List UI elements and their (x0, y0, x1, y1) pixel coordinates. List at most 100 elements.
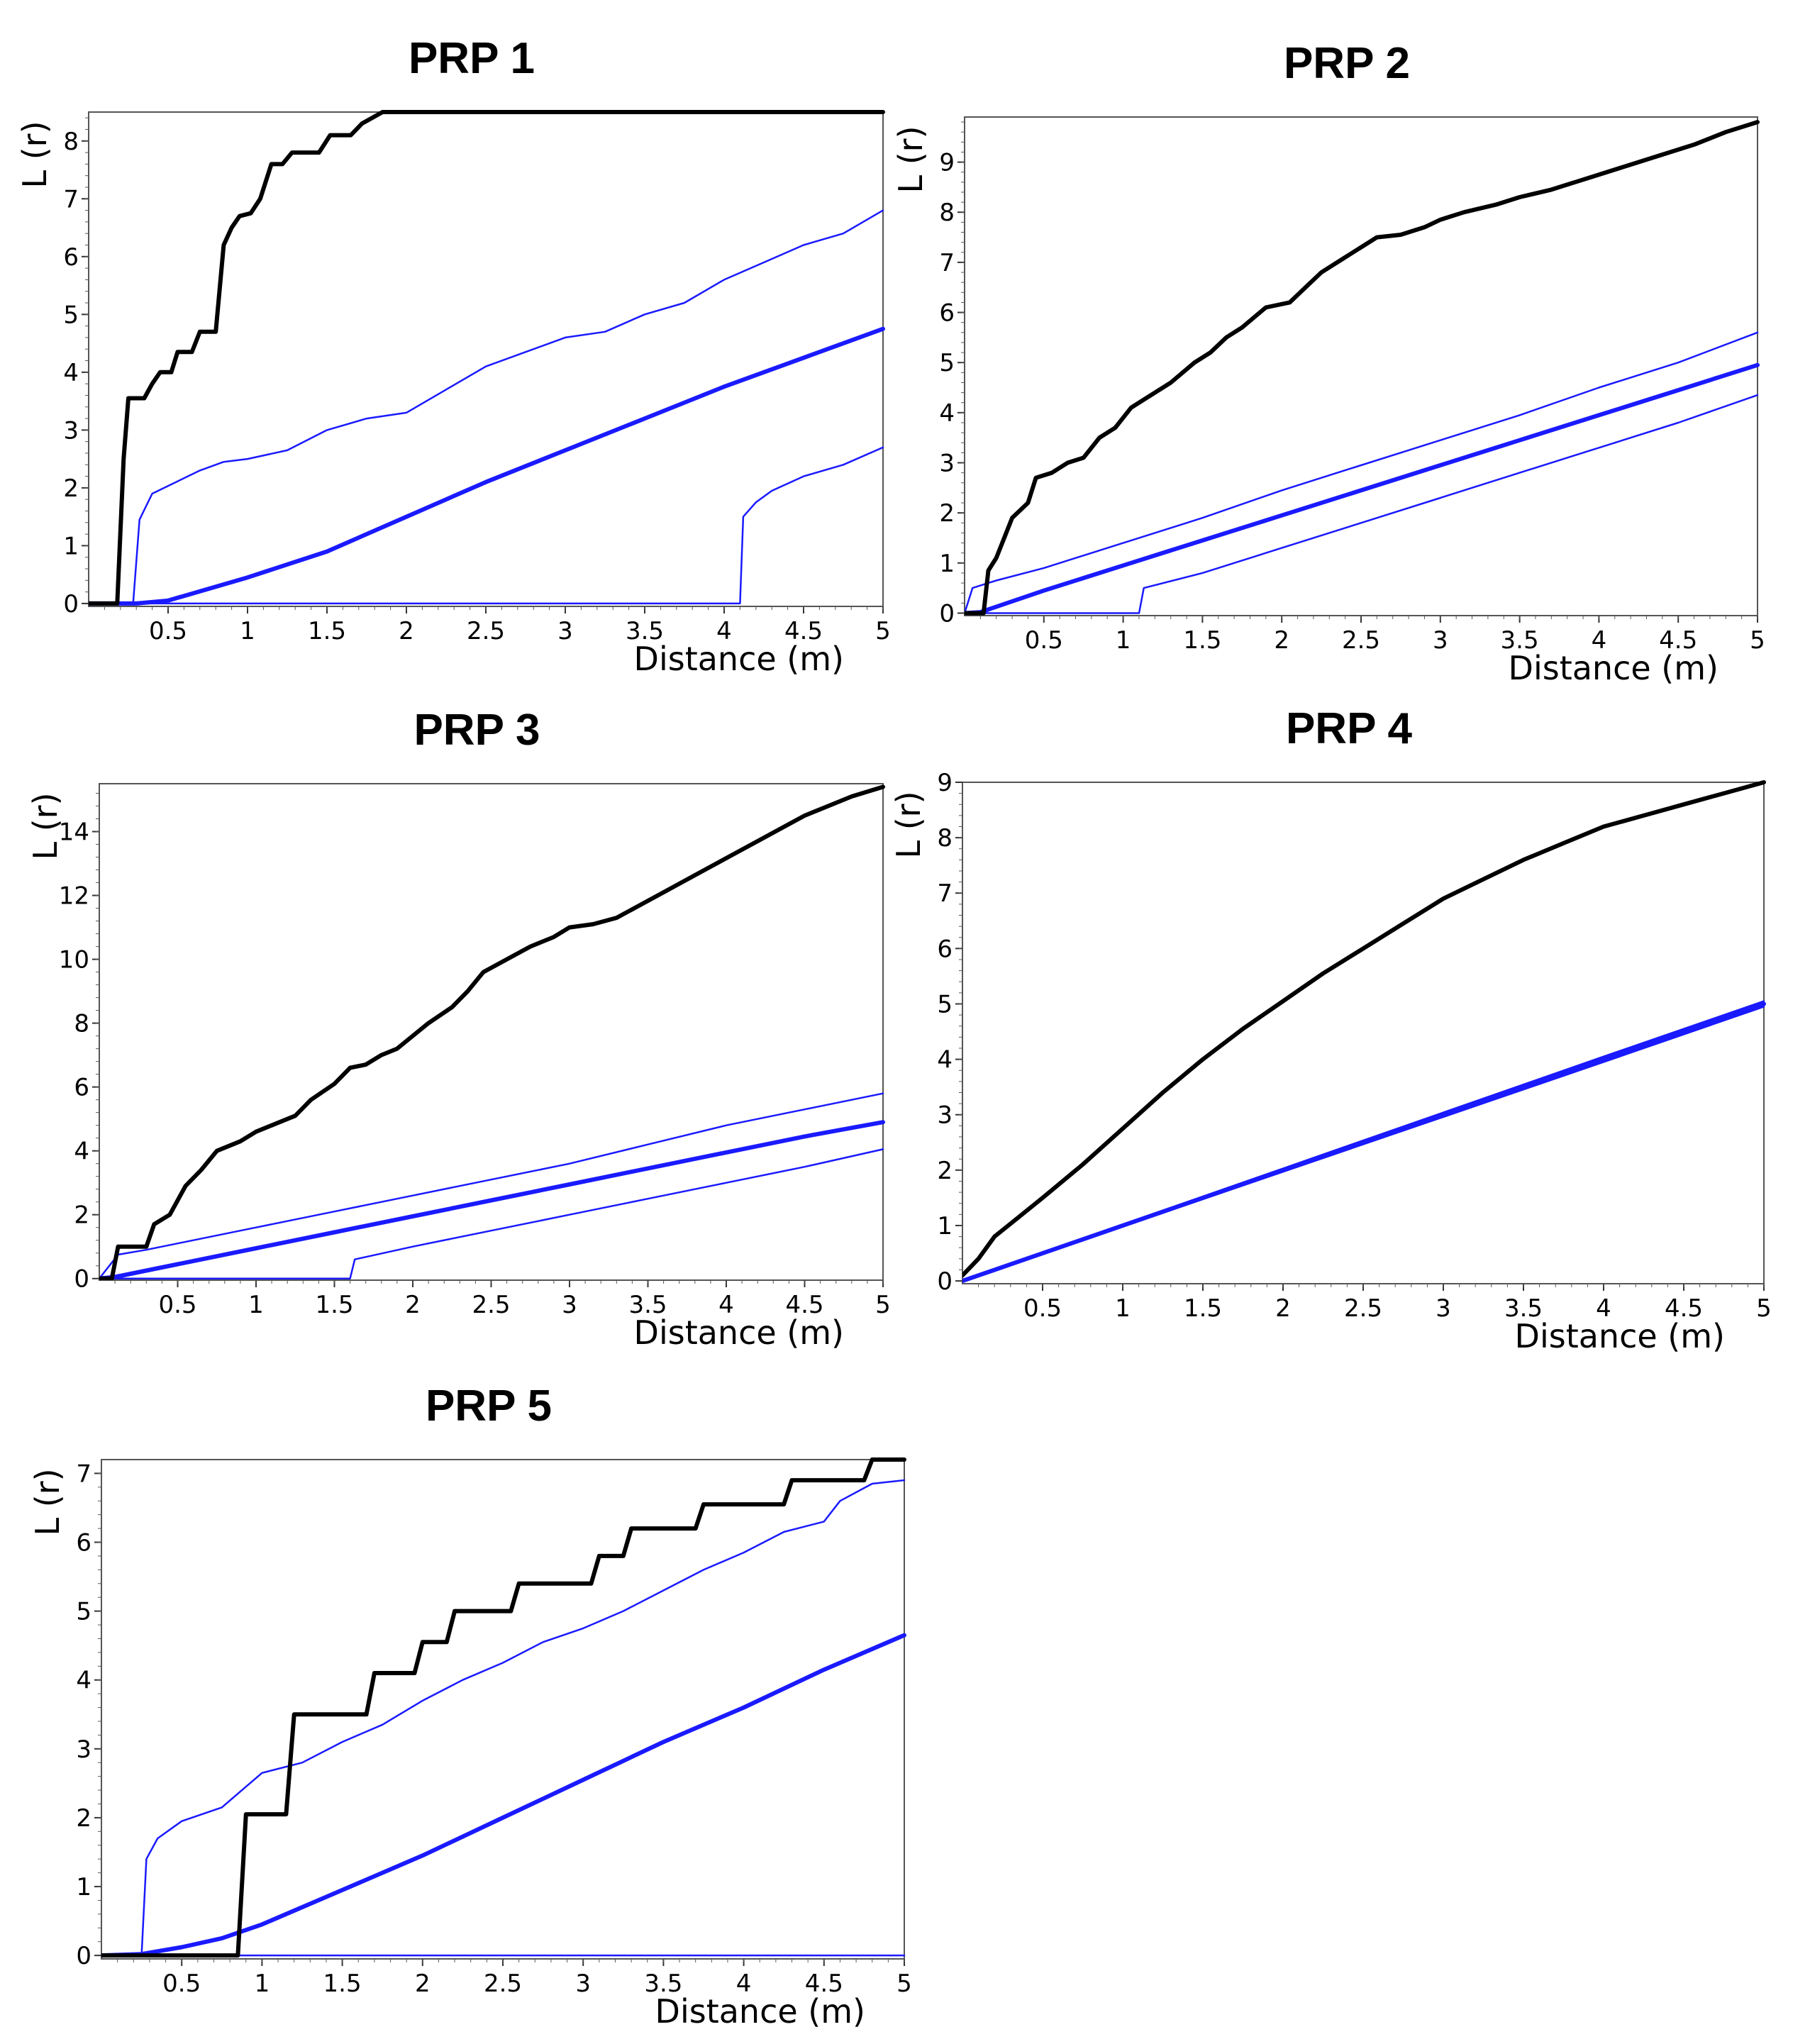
chart-3: PRP 3 0.5 1 1.5 2 2.5 3 3.5 4 4.5 5 0 2 4 6 8 10 12 14 Dist… (26, 706, 891, 1352)
observed-line (962, 780, 1766, 1278)
y-axis-label: L (r) (16, 121, 54, 188)
y-axis-label: L (r) (892, 126, 930, 193)
x-tick-label: 2.5 (484, 1970, 522, 1998)
x-tick-label: 2 (1274, 626, 1289, 655)
y-tick-label: 5 (63, 301, 79, 329)
y-tick-label: 5 (76, 1598, 91, 1626)
x-tick-label: 3 (1433, 626, 1448, 655)
x-tick-label: 3.5 (628, 1291, 667, 1319)
upper-envelope-line (965, 331, 1759, 614)
x-tick-label: 3.5 (1504, 1294, 1543, 1323)
y-tick-label: 9 (937, 769, 953, 797)
x-tick-label: 4.5 (1665, 1294, 1703, 1323)
chart-5: PRP 5 0.5 1 1.5 2 2.5 3 3.5 4 4.5 5 0 1 2 3 4 5 6 7 Distanc… (28, 1382, 912, 2031)
x-tick-label: 5 (1750, 626, 1765, 655)
x-tick-label: 2 (415, 1970, 431, 1998)
x-axis-label: Distance (m) (1515, 1317, 1725, 1355)
y-tick-label: 8 (63, 128, 79, 156)
y-tick-label: 6 (937, 935, 953, 963)
y-tick-label: 7 (937, 879, 953, 908)
expected-line (99, 1120, 885, 1280)
y-tick-label: 14 (59, 818, 89, 847)
chart-title: PRP 5 (426, 1382, 552, 1431)
y-tick-label: 2 (939, 499, 955, 528)
y-tick-label: 8 (937, 824, 953, 852)
chart-title: PRP 3 (413, 706, 540, 755)
x-tick-label: 1.5 (1184, 1294, 1222, 1323)
x-tick-label: 3.5 (644, 1970, 682, 1998)
x-tick-label: 5 (1756, 1294, 1772, 1323)
expected-line (101, 1633, 906, 1958)
y-tick-label: 9 (939, 149, 955, 177)
x-tick-label: 1.5 (1183, 626, 1221, 655)
x-tick-label: 2.5 (1342, 626, 1380, 655)
x-tick-label: 4.5 (805, 1970, 843, 1998)
y-tick-label: 4 (76, 1667, 91, 1695)
y-tick-label: 0 (76, 1942, 91, 1970)
y-tick-label: 2 (63, 474, 79, 503)
x-tick-label: 2 (1275, 1294, 1291, 1323)
x-axis-label: Distance (m) (634, 640, 844, 678)
x-tick-label: 5 (875, 617, 891, 645)
chart-title: PRP 4 (1286, 704, 1413, 753)
y-tick-label: 1 (63, 532, 79, 560)
x-tick-label: 4 (1592, 626, 1607, 655)
y-tick-label: 2 (937, 1157, 953, 1185)
y-tick-label: 3 (76, 1735, 91, 1764)
x-tick-label: 0.5 (149, 617, 187, 645)
y-tick-label: 6 (74, 1074, 89, 1102)
observed-line (89, 110, 885, 606)
expected-line (965, 362, 1760, 616)
y-tick-label: 7 (939, 249, 955, 277)
y-tick-label: 12 (59, 882, 89, 911)
y-tick-label: 1 (939, 550, 955, 578)
x-axis-label: Distance (m) (655, 1992, 865, 2031)
y-tick-label: 6 (76, 1529, 91, 1557)
x-tick-label: 1.5 (323, 1970, 362, 1998)
y-tick-label: 10 (59, 946, 89, 974)
x-tick-label: 2.5 (467, 617, 505, 645)
plot-area (99, 783, 884, 1281)
x-tick-label: 0.5 (1023, 1294, 1062, 1323)
upper-envelope-line (101, 1479, 906, 1957)
chart-title: PRP 2 (1284, 39, 1410, 88)
x-tick-label: 1 (248, 1291, 264, 1319)
x-tick-label: 3 (1436, 1294, 1451, 1323)
y-tick-label: 4 (939, 399, 955, 428)
chart-1: PRP 1 0.5 1 1.5 2 2.5 3 3.5 4 4.5 5 0 1 2 3 4 5 6 7 8 Distan… (16, 34, 891, 678)
y-tick-label: 5 (937, 990, 953, 1018)
x-tick-label: 1.5 (315, 1291, 353, 1319)
y-tick-label: 6 (63, 243, 79, 272)
y-tick-label: 7 (63, 185, 79, 213)
plot-area (962, 782, 1765, 1284)
y-tick-label: 8 (939, 199, 955, 227)
chart-title: PRP 1 (409, 34, 535, 83)
x-tick-label: 3.5 (1501, 626, 1539, 655)
y-axis-label: L (r) (889, 791, 928, 858)
x-tick-label: 3 (557, 617, 573, 645)
plot-area (964, 116, 1758, 616)
x-tick-label: 1 (240, 617, 255, 645)
y-tick-label: 2 (74, 1201, 89, 1230)
x-tick-label: 1 (1116, 626, 1131, 655)
plot-area (101, 1459, 905, 1960)
x-tick-label: 5 (875, 1291, 891, 1319)
x-tick-label: 1 (1115, 1294, 1131, 1323)
y-tick-label: 2 (76, 1804, 91, 1833)
y-tick-label: 3 (63, 416, 79, 445)
y-tick-label: 6 (939, 299, 955, 328)
lower-envelope-line (89, 446, 884, 605)
x-tick-label: 0.5 (162, 1970, 201, 1998)
x-tick-label: 3 (575, 1970, 591, 1998)
x-tick-label: 4.5 (784, 617, 823, 645)
y-tick-label: 0 (63, 590, 79, 618)
x-tick-label: 3.5 (626, 617, 664, 645)
x-tick-label: 2 (399, 617, 414, 645)
x-tick-label: 2 (405, 1291, 421, 1319)
lower-envelope-line (965, 394, 1759, 614)
upper-envelope-line (99, 1092, 884, 1279)
upper-envelope-line (89, 209, 884, 605)
observed-line (965, 120, 1760, 616)
x-tick-label: 2.5 (1344, 1294, 1382, 1323)
